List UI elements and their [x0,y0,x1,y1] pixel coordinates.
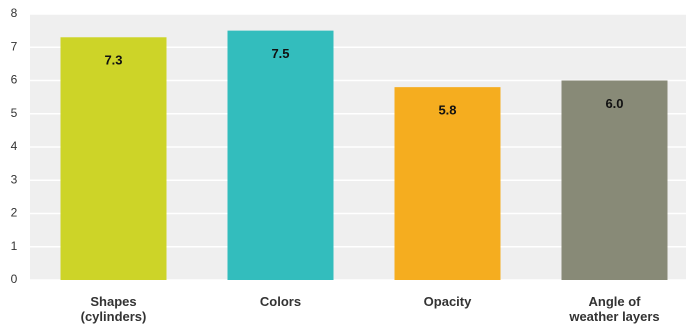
bar [561,80,668,280]
value-label: 7.3 [104,53,122,68]
y-tick-label: 4 [11,139,18,153]
y-tick-label: 2 [11,206,18,220]
y-tick-label: 3 [11,172,18,186]
y-tick-label: 6 [11,73,18,87]
x-tick-label: Colors [259,294,302,309]
x-tick-label: Angle of weather layers [569,294,660,324]
y-tick-label: 5 [11,106,18,120]
value-label: 6.0 [605,96,623,111]
value-label: 5.8 [438,103,456,118]
y-tick-label: 8 [11,6,18,20]
bar [227,30,334,280]
x-tick-label: Shapes (cylinders) [80,294,147,324]
y-tick-label: 7 [11,39,18,53]
bar [394,87,501,281]
value-label: 7.5 [271,46,289,61]
y-tick-label: 0 [11,272,18,286]
y-tick-label: 1 [11,239,18,253]
x-tick-label: Opacity [423,294,472,309]
bar [60,37,167,281]
